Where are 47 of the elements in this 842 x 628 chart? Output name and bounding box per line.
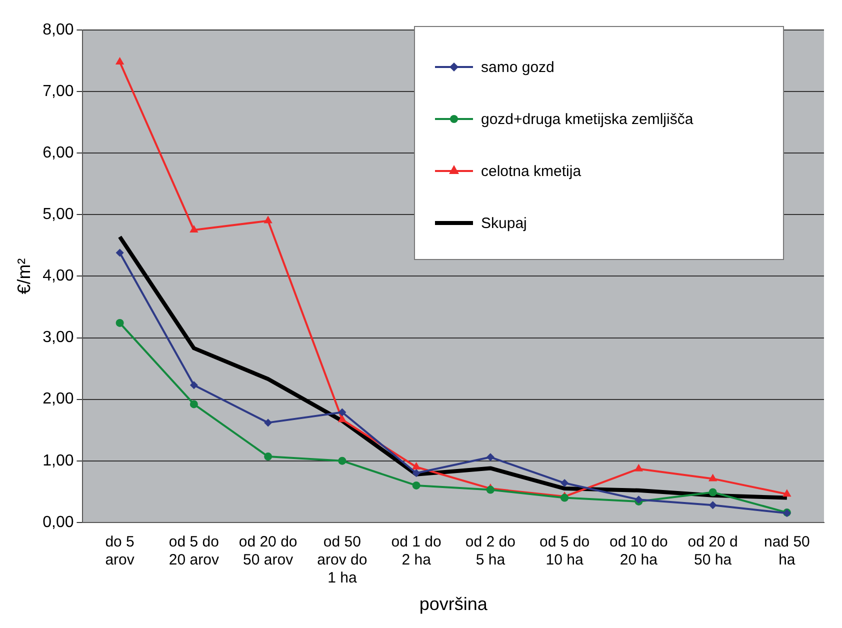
- point: [708, 474, 718, 482]
- legend-label: gozd+druga kmetijska zemljišča: [481, 110, 694, 128]
- point: [115, 57, 124, 65]
- point: [190, 381, 198, 390]
- x-tick-label: od 20 do 50 arov: [238, 534, 298, 569]
- point: [338, 456, 346, 465]
- point: [708, 501, 717, 510]
- point: [116, 248, 124, 257]
- x-tick-label: do 5 arov: [105, 534, 135, 569]
- y-tick-label: 2,00: [42, 390, 74, 408]
- point: [264, 418, 272, 427]
- point: [116, 318, 124, 327]
- x-tick-label: od 5 do 20 arov: [168, 534, 220, 569]
- y-tick-label: 1,00: [42, 452, 74, 470]
- legend-label: celotna kmetija: [481, 162, 582, 180]
- x-tick-label: od 10 do 20 ha: [609, 534, 668, 569]
- point: [190, 400, 198, 408]
- point: [412, 481, 420, 490]
- point: [634, 464, 644, 472]
- point: [708, 488, 717, 496]
- point: [782, 489, 792, 497]
- x-tick-label: od 2 do 5 ha: [465, 534, 516, 569]
- x-tick-label: od 20 d 50 ha: [688, 534, 738, 569]
- x-tick-label: nad 50 ha: [764, 534, 810, 569]
- legend-label: Skupaj: [481, 214, 527, 232]
- y-tick-label: 7,00: [42, 82, 74, 100]
- point: [338, 408, 346, 416]
- point: [486, 453, 494, 462]
- point: [412, 469, 420, 478]
- y-tick-label: 6,00: [42, 144, 74, 162]
- point: [412, 462, 421, 470]
- y-axis-title: €/m²: [14, 258, 34, 294]
- legend-label: samo gozd: [481, 58, 554, 76]
- x-axis-title: površina: [419, 594, 488, 614]
- point: [264, 452, 272, 461]
- x-tick-label: od 50 arov do 1 ha: [317, 534, 368, 587]
- y-tick-label: 3,00: [42, 329, 74, 346]
- y-tick-label: 5,00: [42, 206, 74, 224]
- point: [560, 479, 569, 488]
- point: [264, 216, 272, 224]
- y-tick-label: 8,00: [42, 21, 74, 38]
- x-tick-label: od 5 do 10 ha: [540, 534, 590, 569]
- y-tick-label: 0,00: [42, 514, 74, 531]
- point: [338, 414, 347, 422]
- point: [190, 225, 198, 233]
- x-tick-label: od 1 do 2 ha: [391, 534, 442, 569]
- y-tick-label: 4,00: [42, 268, 74, 285]
